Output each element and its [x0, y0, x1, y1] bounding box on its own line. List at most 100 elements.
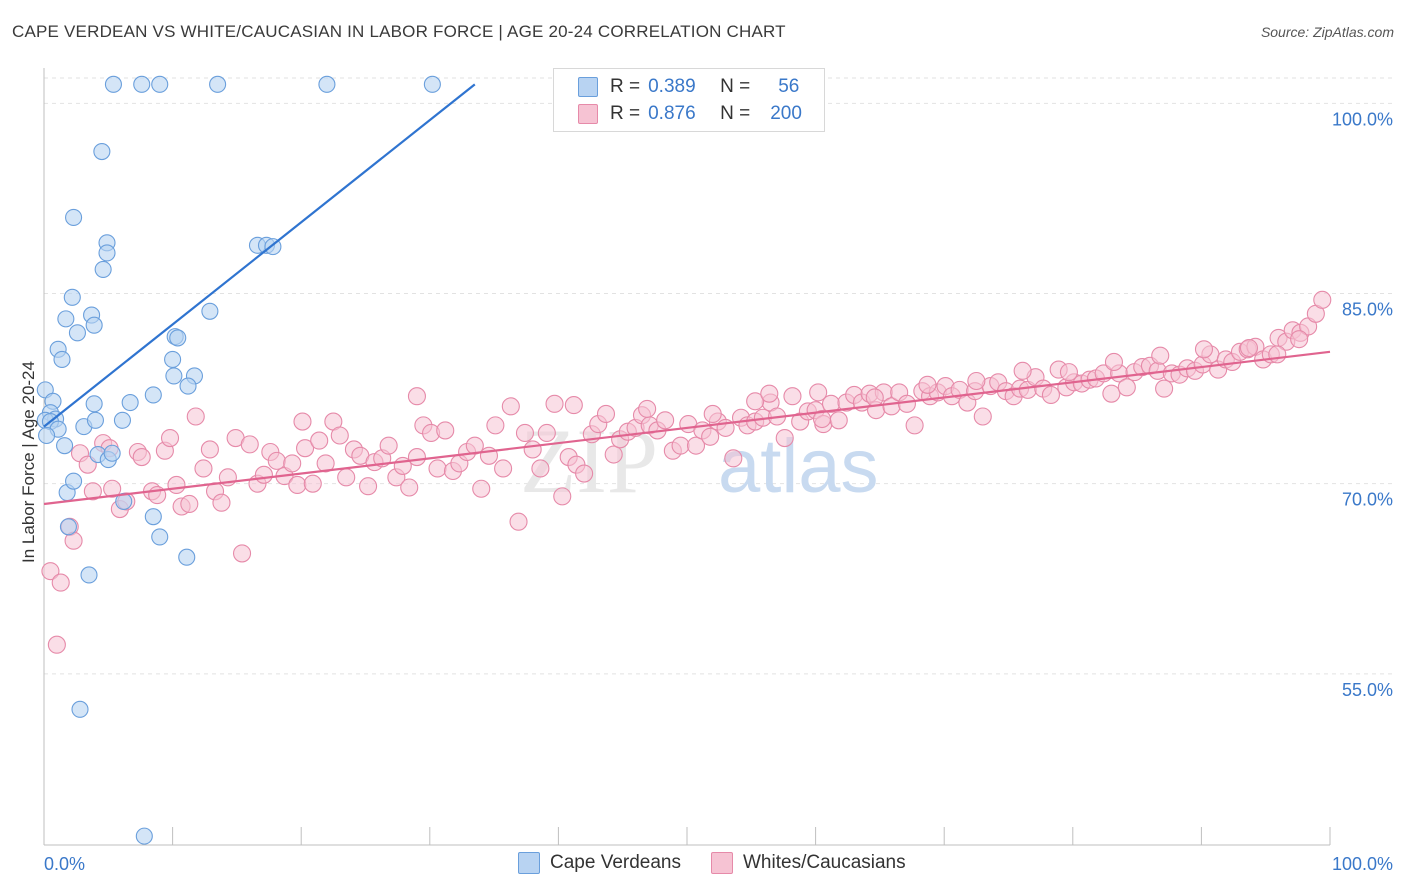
white-caucasian-point: [267, 451, 286, 470]
white-caucasian-point: [775, 428, 794, 448]
trend-lines: [43, 83, 1331, 506]
cape-verdean-point: [93, 142, 111, 161]
cape-verdean-point: [151, 528, 169, 546]
white-caucasian-point: [905, 416, 924, 435]
chart-title: CAPE VERDEAN VS WHITE/CAUCASIAN IN LABOR…: [12, 22, 786, 41]
white-caucasian-point: [638, 399, 657, 418]
cape-verdean-point: [104, 75, 122, 93]
cape-verdean-point: [318, 75, 336, 93]
white-caucasian-point: [310, 431, 329, 450]
white-caucasian-point: [973, 407, 992, 426]
white-caucasian-point: [1268, 345, 1287, 364]
cape-verdean-point: [165, 367, 183, 385]
white-caucasian-point: [167, 475, 186, 495]
cape-verdean-point: [169, 329, 187, 347]
white-caucasian-point: [240, 435, 259, 454]
cape-verdean-point: [201, 302, 219, 320]
cape-verdean-point: [65, 208, 83, 227]
cape-verdean-point: [135, 827, 153, 845]
series-legend-label: Whites/Caucasians: [743, 852, 906, 873]
stats-legend: R = 0.389 N = 56 R = 0.876 N = 200: [553, 68, 825, 132]
cape-verdean-points: [36, 75, 441, 845]
white-caucasian-point: [41, 562, 60, 581]
white-caucasian-point: [1151, 346, 1170, 365]
white-caucasian-point: [1059, 363, 1078, 382]
white-caucasian-point: [783, 387, 802, 406]
white-caucasian-point: [553, 487, 572, 506]
cape-verdean-point: [209, 75, 227, 93]
legend-r-value: 0.389: [648, 76, 696, 97]
legend-swatch-pink: [578, 104, 598, 124]
series-legend-whites-caucasians[interactable]: Whites/Caucasians: [711, 852, 906, 874]
cape-verdean-point: [85, 395, 103, 413]
white-caucasian-point: [515, 423, 535, 443]
y-tick-label: 100.0%: [1332, 109, 1393, 129]
cape-verdean-point: [133, 75, 151, 93]
series-legend-label: Cape Verdeans: [550, 852, 681, 873]
legend-n-label: N =: [720, 76, 751, 97]
cape-verdean-trendline: [43, 83, 476, 428]
white-caucasian-point: [407, 387, 426, 406]
white-caucasian-point: [671, 436, 690, 455]
white-caucasian-point: [686, 436, 706, 455]
white-caucasian-point: [1041, 385, 1060, 404]
cape-verdean-point: [144, 508, 162, 526]
white-caucasian-point: [160, 428, 180, 448]
cape-verdean-point: [57, 310, 75, 328]
white-caucasian-point: [465, 436, 484, 455]
cape-verdean-point: [86, 411, 104, 429]
white-caucasian-point: [596, 404, 616, 424]
white-caucasian-point: [812, 409, 832, 429]
white-caucasian-point: [724, 449, 743, 468]
white-caucasian-point: [47, 635, 66, 654]
white-caucasian-point: [330, 426, 349, 445]
cape-verdean-point: [98, 244, 116, 262]
white-caucasian-point: [1117, 378, 1136, 397]
white-caucasian-point: [829, 411, 848, 430]
white-caucasian-point: [531, 459, 550, 478]
white-caucasian-point: [83, 482, 102, 501]
white-caucasian-point: [1013, 361, 1032, 380]
cape-verdean-point: [94, 260, 112, 278]
white-caucasian-point: [296, 439, 315, 458]
white-caucasian-point: [436, 421, 455, 440]
white-caucasian-point: [486, 416, 505, 435]
white-caucasian-point: [1102, 384, 1121, 403]
cape-verdean-point: [68, 324, 86, 342]
white-caucasian-point: [760, 384, 779, 403]
white-caucasian-point: [180, 494, 199, 514]
white-caucasian-point: [400, 478, 419, 497]
white-caucasian-point: [865, 388, 884, 407]
cape-verdean-point: [53, 350, 71, 368]
y-tick-label: 55.0%: [1342, 680, 1393, 700]
cape-verdean-point: [63, 288, 81, 306]
legend-n-label: N =: [720, 103, 751, 124]
white-caucasian-point: [1239, 338, 1259, 358]
legend-swatch-blue: [578, 77, 598, 97]
cape-verdean-point: [71, 700, 89, 718]
cape-verdean-point: [113, 411, 131, 429]
white-caucasian-point: [809, 383, 828, 402]
series-legend: Cape Verdeans Whites/Caucasians: [518, 852, 936, 874]
cape-verdean-point: [65, 472, 83, 490]
cape-verdean-point: [59, 518, 77, 536]
watermark-atlas: atlas: [718, 424, 879, 509]
legend-row-white-caucasian: R = 0.876 N = 200: [578, 101, 802, 127]
cape-verdean-point: [178, 548, 196, 566]
cape-verdean-point: [179, 377, 197, 395]
y-tick-label: 85.0%: [1342, 300, 1393, 320]
white-caucasian-point: [1104, 352, 1124, 372]
axes: [43, 68, 1331, 846]
white-caucasian-point: [283, 454, 302, 473]
white-caucasian-point: [1313, 290, 1332, 309]
white-caucasian-point: [200, 440, 219, 459]
white-caucasian-point: [472, 479, 491, 498]
series-legend-cape-verdeans[interactable]: Cape Verdeans: [518, 852, 681, 874]
white-caucasian-point: [194, 459, 213, 478]
white-caucasian-point: [359, 477, 378, 496]
legend-n-value: 56: [778, 76, 800, 97]
white-caucasian-point: [212, 493, 231, 512]
white-caucasian-point: [288, 475, 307, 495]
white-caucasian-point: [1155, 379, 1174, 398]
legend-n-value: 200: [770, 103, 802, 124]
